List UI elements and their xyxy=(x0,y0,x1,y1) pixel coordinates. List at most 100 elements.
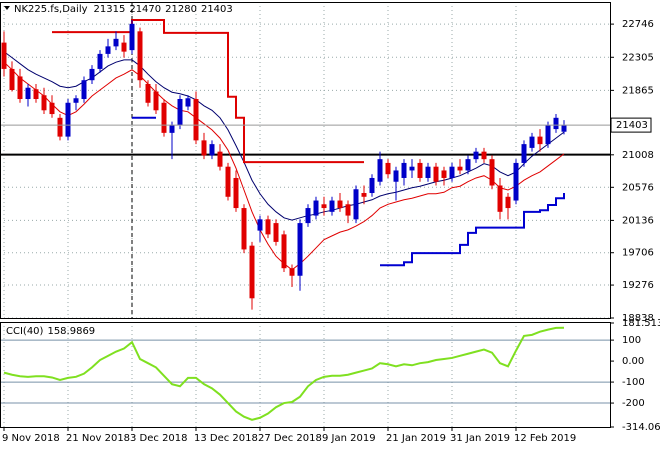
candle-body xyxy=(193,99,199,141)
candle-body xyxy=(561,125,567,132)
candle-body xyxy=(353,189,359,220)
cci-frame xyxy=(0,322,611,428)
candle-body xyxy=(1,42,7,69)
candle-body xyxy=(17,76,23,100)
candle-body xyxy=(161,102,167,133)
candle-body xyxy=(281,234,287,269)
cci-value: 158.9869 xyxy=(47,326,95,337)
y-tick-label: 22746 xyxy=(622,19,654,30)
moving-average xyxy=(3,51,565,221)
channel-line xyxy=(52,19,364,164)
candle-body xyxy=(497,185,503,212)
x-tick-label: 12 Feb 2019 xyxy=(514,433,576,444)
candle-body xyxy=(273,223,279,242)
candle-body xyxy=(41,95,47,111)
candle-body xyxy=(457,166,463,171)
candle-body xyxy=(409,166,415,171)
candle-body xyxy=(209,144,215,156)
candle-body xyxy=(377,159,383,182)
candle-body xyxy=(417,162,423,178)
candle-body xyxy=(321,204,327,209)
x-tick-label: 21 Jan 2019 xyxy=(386,433,446,444)
candle-body xyxy=(153,91,159,111)
candle-body xyxy=(65,102,71,137)
x-tick-label: 13 Dec 2018 xyxy=(194,433,258,444)
candle-body xyxy=(441,170,447,178)
candle-body xyxy=(89,68,95,81)
candle-body xyxy=(233,177,239,209)
cci-header: CCI(40) 158.9869 xyxy=(6,326,95,337)
y-tick-label: 18838 xyxy=(622,313,654,324)
candle-body xyxy=(425,166,431,178)
y-tick-label: 21865 xyxy=(622,85,654,96)
channel-line xyxy=(380,193,565,267)
y-tick-label: -200 xyxy=(622,398,645,409)
collapse-icon[interactable] xyxy=(4,6,10,10)
y-tick-label: 0.00 xyxy=(622,356,644,367)
candle-body xyxy=(537,136,543,145)
cci-title: CCI(40) xyxy=(6,326,44,337)
candle-body xyxy=(113,38,119,47)
candle-body xyxy=(49,102,55,115)
candle-body xyxy=(9,68,15,90)
candle-body xyxy=(201,140,207,156)
open: 21315 xyxy=(94,4,126,15)
candle-body xyxy=(481,151,487,160)
candle-body xyxy=(169,125,175,133)
candle-body xyxy=(185,98,191,107)
candle-body xyxy=(369,177,375,194)
candle-body xyxy=(105,46,111,54)
candle-body xyxy=(521,144,527,163)
symbol: NK225.fs,Daily xyxy=(14,4,88,15)
candle-body xyxy=(489,159,495,186)
x-tick-label: 31 Jan 2019 xyxy=(450,433,510,444)
y-tick-label: 20136 xyxy=(622,215,654,226)
x-tick-label: 9 Jan 2019 xyxy=(322,433,376,444)
cci-line xyxy=(3,326,565,421)
candle-body xyxy=(313,200,319,216)
candle-body xyxy=(329,200,335,212)
candle-body xyxy=(345,204,351,216)
candle-body xyxy=(33,89,39,100)
candle-body xyxy=(241,208,247,250)
high: 21470 xyxy=(129,4,161,15)
y-tick-label: -100 xyxy=(622,377,645,388)
candle-body xyxy=(217,151,223,167)
close: 21403 xyxy=(201,4,233,15)
candle-body xyxy=(433,166,439,182)
candle-body xyxy=(449,166,455,178)
candle-body xyxy=(529,136,535,148)
candle-body xyxy=(249,245,255,299)
candle-body xyxy=(513,162,519,201)
main-frame xyxy=(0,2,611,319)
candle-body xyxy=(81,80,87,100)
candle-body xyxy=(465,159,471,171)
candle-body xyxy=(265,219,271,235)
x-tick-label: 3 Dec 2018 xyxy=(130,433,188,444)
candle-body xyxy=(473,151,479,160)
candle-body xyxy=(393,170,399,182)
candle-body xyxy=(337,200,343,209)
candle-body xyxy=(553,117,559,130)
x-tick-label: 9 Nov 2018 xyxy=(2,433,60,444)
candle-body xyxy=(257,219,263,231)
candle-body xyxy=(545,125,551,145)
price-label: 21403 xyxy=(616,120,648,131)
candle-body xyxy=(121,42,127,52)
candle-body xyxy=(73,98,79,103)
candle-body xyxy=(129,23,135,51)
candle-body xyxy=(361,193,367,197)
y-tick-label: 22305 xyxy=(622,52,654,63)
candle-body xyxy=(97,53,103,69)
candle-body xyxy=(145,83,151,103)
low: 21280 xyxy=(165,4,197,15)
y-tick-label: -314.069 xyxy=(622,422,660,433)
candle-body xyxy=(385,162,391,175)
candle-body xyxy=(401,162,407,178)
candle-body xyxy=(137,31,143,81)
main-header: NK225.fs,Daily 21315 21470 21280 21403 xyxy=(14,4,233,15)
y-tick-label: 19706 xyxy=(622,248,654,259)
candle-body xyxy=(297,223,303,276)
